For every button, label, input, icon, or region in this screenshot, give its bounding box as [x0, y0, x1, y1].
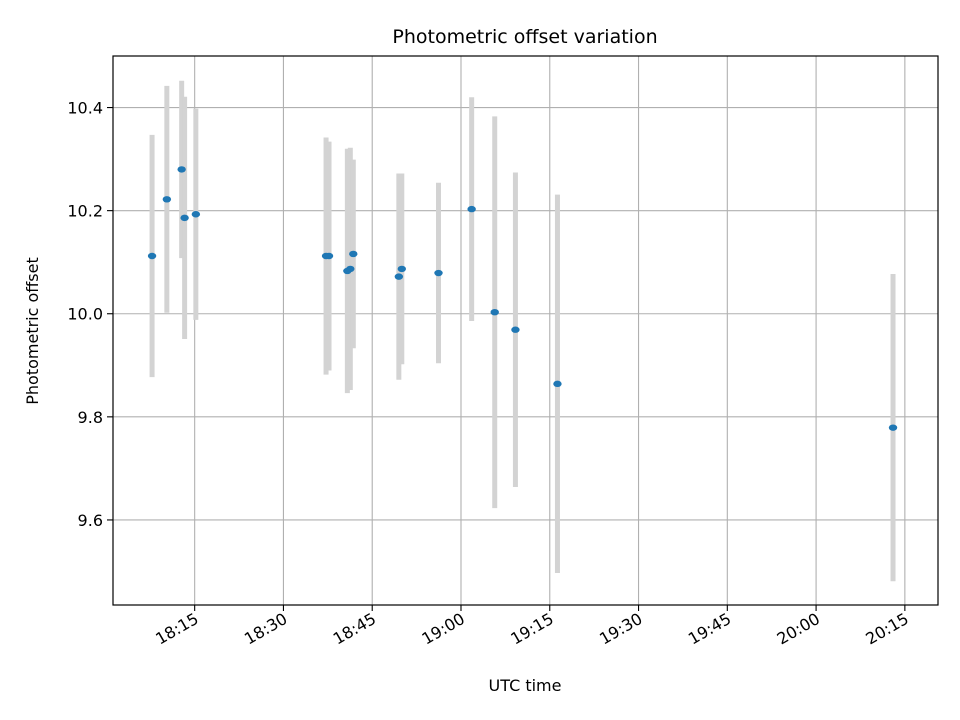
data-point	[147, 252, 157, 260]
grid-lines	[113, 56, 938, 605]
chart-title: Photometric offset variation	[392, 26, 657, 48]
y-tick-label: 10.4	[67, 99, 103, 118]
data-point	[888, 424, 898, 431]
data-points	[147, 166, 898, 431]
x-axis-label: UTC time	[489, 676, 562, 695]
data-point	[467, 205, 476, 213]
y-axis-label: Photometric offset	[23, 257, 42, 405]
data-point	[553, 380, 562, 388]
y-axis-ticks: 9.6 9.8 10.0 10.2 10.4	[67, 99, 113, 530]
data-point	[177, 166, 186, 173]
data-point	[191, 211, 201, 218]
data-point	[162, 196, 172, 203]
data-point	[394, 273, 404, 280]
data-point	[346, 265, 355, 273]
data-point	[511, 326, 520, 333]
data-point	[397, 265, 407, 273]
data-point	[490, 309, 499, 316]
data-point	[324, 252, 334, 260]
y-tick-label: 10.2	[67, 202, 103, 221]
y-tick-label: 9.8	[78, 408, 103, 427]
data-point	[180, 214, 189, 222]
data-point	[349, 250, 358, 258]
y-tick-label: 9.6	[78, 511, 103, 530]
data-point	[434, 269, 443, 277]
plot-frame	[112, 55, 939, 606]
y-tick-label: 10.0	[67, 305, 103, 324]
